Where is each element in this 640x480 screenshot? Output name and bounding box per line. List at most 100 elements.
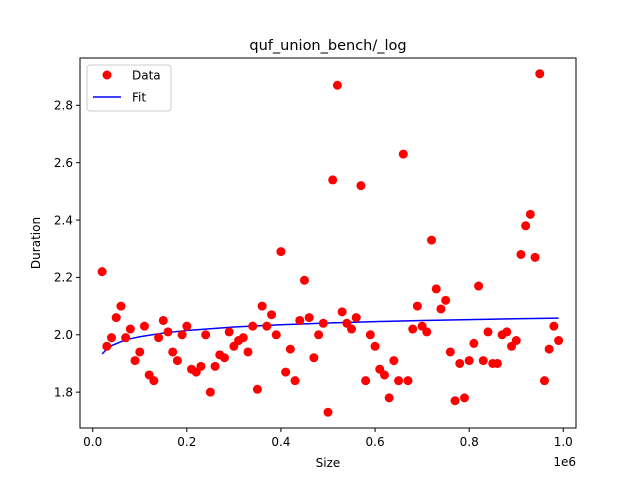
data-point: [243, 347, 253, 357]
chart-title: quf_union_bench/_log: [249, 38, 406, 54]
data-point: [210, 361, 220, 371]
data-point: [450, 396, 460, 406]
data-point: [474, 281, 484, 291]
y-tick-label: 2.6: [54, 156, 73, 170]
data-point: [323, 407, 333, 417]
data-point: [525, 209, 535, 219]
legend-data-label: Data: [132, 69, 161, 83]
data-point: [168, 347, 178, 357]
data-point: [422, 327, 432, 337]
legend: Data Fit: [86, 64, 172, 112]
data-point: [172, 356, 182, 366]
data-point: [544, 344, 554, 354]
data-point: [304, 313, 314, 323]
data-point: [271, 330, 281, 340]
data-point: [502, 327, 512, 337]
y-tick-label: 2.4: [54, 213, 73, 227]
data-point: [403, 376, 413, 386]
data-point: [281, 367, 291, 377]
data-point: [219, 353, 229, 363]
data-point: [431, 284, 441, 294]
data-point: [314, 330, 324, 340]
data-point: [511, 336, 521, 346]
data-point: [516, 249, 526, 259]
plot-area-frame: [79, 57, 577, 429]
fit-line: [101, 317, 559, 355]
data-point: [139, 321, 149, 331]
data-point: [459, 393, 469, 403]
data-point: [441, 295, 451, 305]
data-point: [464, 356, 474, 366]
data-point: [365, 330, 375, 340]
data-point: [492, 358, 502, 368]
data-point: [102, 341, 112, 351]
data-point: [356, 181, 366, 191]
data-point: [257, 301, 267, 311]
data-point: [224, 327, 234, 337]
data-point: [539, 376, 549, 386]
data-point: [111, 313, 121, 323]
data-point: [389, 356, 399, 366]
data-point: [97, 267, 107, 277]
data-point: [483, 327, 493, 337]
data-point: [549, 321, 559, 331]
data-point: [149, 376, 159, 386]
y-tick-label: 2.2: [54, 271, 73, 285]
data-point: [252, 384, 262, 394]
y-tick-label: 2.0: [54, 328, 73, 342]
data-point: [412, 301, 422, 311]
data-point: [347, 324, 357, 334]
data-point: [332, 80, 342, 90]
y-axis-label: Duration: [29, 217, 43, 269]
data-point: [337, 307, 347, 317]
data-point: [408, 324, 418, 334]
data-point: [535, 69, 545, 79]
data-point: [196, 361, 206, 371]
data-point: [379, 370, 389, 380]
data-point: [328, 175, 338, 185]
data-point: [478, 356, 488, 366]
x-tick-label: 0.0: [83, 435, 102, 449]
x-tick-label: 0.6: [366, 435, 385, 449]
data-point: [469, 338, 479, 348]
x-axis: 0.0 0.2 0.4 0.6 0.8 1.0: [83, 428, 573, 449]
data-point: [554, 336, 564, 346]
data-point: [121, 333, 131, 343]
data-point: [262, 321, 272, 331]
data-point: [309, 353, 319, 363]
data-point: [361, 376, 371, 386]
data-point: [455, 358, 465, 368]
x-axis-offset-label: 1e6: [553, 455, 576, 469]
data-point: [267, 310, 277, 320]
data-point: [351, 313, 361, 323]
data-point: [201, 330, 211, 340]
x-axis-label: Size: [316, 456, 341, 470]
y-tick-label: 1.8: [54, 385, 73, 399]
x-tick-label: 0.2: [177, 435, 196, 449]
data-point: [318, 318, 328, 328]
data-point: [290, 376, 300, 386]
data-point: [163, 327, 173, 337]
data-point: [436, 304, 446, 314]
data-point: [177, 330, 187, 340]
data-point: [205, 387, 215, 397]
data-point: [398, 149, 408, 159]
data-point: [182, 321, 192, 331]
data-point: [125, 324, 135, 334]
data-point: [276, 247, 286, 257]
data-point: [285, 344, 295, 354]
data-point: [427, 235, 437, 245]
data-point: [107, 333, 117, 343]
data-point: [238, 333, 248, 343]
x-tick-label: 1.0: [554, 435, 573, 449]
x-tick-label: 0.8: [460, 435, 479, 449]
data-point: [130, 356, 140, 366]
data-point: [295, 315, 305, 325]
data-point: [521, 221, 531, 231]
data-point: [135, 347, 145, 357]
y-axis: 1.8 2.0 2.2 2.4 2.6 2.8: [54, 99, 80, 399]
x-tick-label: 0.4: [271, 435, 290, 449]
y-tick-label: 2.8: [54, 99, 73, 113]
data-point: [370, 341, 380, 351]
